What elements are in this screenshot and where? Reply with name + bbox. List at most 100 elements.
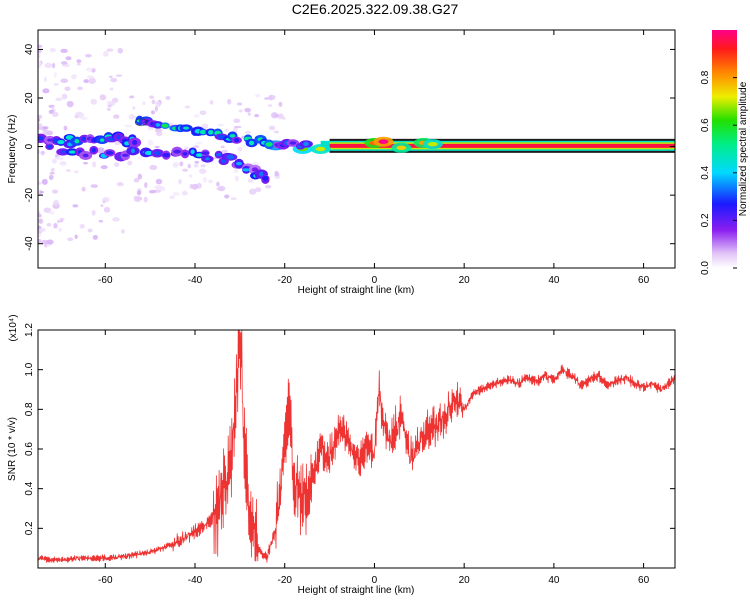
left-cluster-blob-core xyxy=(38,136,44,141)
spectrogram-noise-point xyxy=(74,234,78,239)
spectrogram-noise-point xyxy=(193,163,199,168)
upper-branch-blob-core xyxy=(234,137,240,143)
snr-y-ticks: 0.2 0.4 0.6 0.8 1.0 1.2 xyxy=(24,323,675,535)
spectrogram-noise-point xyxy=(274,170,279,177)
spectrogram-noise-point xyxy=(103,50,109,57)
spectrogram-noise-point xyxy=(138,155,142,159)
upper-branch-blob-core xyxy=(183,126,190,130)
carrier-band-core xyxy=(329,143,675,148)
lower-branch-blob-core xyxy=(47,144,52,149)
spectrogram-noise-point xyxy=(39,190,44,194)
spectrogram-noise-point xyxy=(50,167,55,173)
spectrogram-noise-point xyxy=(155,131,163,137)
snr-x-tick-label: 0 xyxy=(372,575,378,586)
snr-y-tick-label: 0.6 xyxy=(24,442,35,456)
spectrogram-noise-point xyxy=(80,116,88,120)
spectrogram-noise-point xyxy=(273,130,280,134)
spectrogram-noise-point xyxy=(268,125,276,131)
spectrogram-noise-point xyxy=(149,95,155,99)
spectrogram-noise-point xyxy=(87,228,93,233)
spectrogram-noise-point xyxy=(98,219,104,223)
carrier-blob-core xyxy=(396,145,407,150)
snr-y-tick-label: 0.2 xyxy=(24,521,35,535)
snr-panel: -60 -40 -20 0 20 40 60 0.2 0.4 0.6 0.8 1.0 1.2 Heig… xyxy=(7,314,676,596)
spectrogram-noise-point xyxy=(112,217,120,222)
lower-branch-blob-core xyxy=(242,168,251,172)
spectrogram-noise-point xyxy=(233,169,239,174)
left-cluster-blob-core xyxy=(74,139,80,144)
spectrogram-noise-point xyxy=(264,184,272,189)
lower-branch-blob-core xyxy=(262,175,269,181)
lower-branch-blob-core xyxy=(201,151,210,155)
spectrogram-noise-point xyxy=(233,118,241,124)
lower-branch-blob-core xyxy=(221,159,226,164)
spectrogram-noise-point xyxy=(124,124,133,128)
spectrogram-noise-point xyxy=(108,101,116,106)
colorbar-tick-label: 0.4 xyxy=(700,165,711,179)
snr-y-tick-label: 1.0 xyxy=(24,362,35,376)
left-cluster-blob-core xyxy=(99,138,105,142)
spectrogram-noise-point xyxy=(72,204,79,208)
spectrogram-noise-point xyxy=(46,222,52,227)
spectrogram-noise-point xyxy=(237,146,243,152)
spectrogram-noise-point xyxy=(52,62,56,69)
lower-branch-blob-core xyxy=(226,154,235,160)
snr-x-tick-label: -40 xyxy=(188,575,203,586)
spectrogram-noise-point xyxy=(202,176,207,183)
colorbar-tick-label: 0.0 xyxy=(700,261,711,275)
spectrogram-noise-point xyxy=(48,109,54,115)
spectrogram-y-tick-label: -40 xyxy=(24,236,35,251)
spectrogram-noise-point xyxy=(195,141,203,145)
spectrogram-noise-point xyxy=(77,112,85,119)
spectrogram-noise-point xyxy=(244,131,252,134)
snr-series-line xyxy=(38,330,675,563)
spectrogram-y-axis-label: Frequency (Hz) xyxy=(7,115,18,184)
spectrogram-noise-point xyxy=(77,86,84,91)
spectrogram-noise-point xyxy=(88,77,96,85)
spectrogram-noise-point xyxy=(51,189,58,194)
spectrogram-noise-point xyxy=(217,185,226,192)
spectrogram-noise-point xyxy=(90,184,99,188)
spectrogram-noise-point xyxy=(38,54,41,59)
upper-branch-blob-core xyxy=(155,122,161,127)
spectrogram-noise-point xyxy=(184,105,191,109)
spectrogram-noise-point xyxy=(244,107,251,113)
snr-x-axis-label: Height of straight line (km) xyxy=(298,585,415,596)
spectrogram-noise-point xyxy=(188,174,193,178)
spectrogram-noise-point xyxy=(199,110,207,116)
spectrogram-noise-point xyxy=(109,75,113,79)
lower-branch-blob-core xyxy=(235,161,243,166)
spectrogram-noise-point xyxy=(100,204,104,207)
colorbar: 0.0 0.2 0.4 0.6 0.8 Normalized spectral ampl… xyxy=(700,30,749,275)
spectrogram-noise-point xyxy=(233,126,238,134)
spectrogram-noise-point xyxy=(187,163,192,169)
spectrogram-noise-point xyxy=(193,145,200,149)
spectrogram-y-tick-label: 20 xyxy=(24,92,35,104)
lower-branch-blob-core xyxy=(82,153,89,158)
snr-x-tick-label: 40 xyxy=(548,575,560,586)
spectrogram-noise-point xyxy=(234,175,239,182)
spectrogram-noise-point xyxy=(66,100,74,108)
spectrogram-noise-point xyxy=(216,181,220,187)
spectrogram-noise-point xyxy=(43,76,47,83)
spectrogram-noise-point xyxy=(182,168,189,172)
spectrogram-noise-point xyxy=(96,147,105,154)
spectrogram-noise-point xyxy=(106,48,114,52)
spectrogram-noise-point xyxy=(53,222,58,229)
colorbar-tick-label: 0.2 xyxy=(700,213,711,227)
spectrogram-noise-point xyxy=(92,234,98,240)
spectrogram-noise-point xyxy=(263,97,270,100)
spectrogram-x-ticks: -60 -40 -20 0 20 40 60 xyxy=(98,30,650,286)
spectrogram-noise-point xyxy=(38,211,41,215)
spectrogram-noise-point xyxy=(172,191,180,196)
spectrogram-noise-point xyxy=(255,187,262,192)
spectrogram-noise-point xyxy=(38,227,47,232)
spectrogram-y-tick-label: -20 xyxy=(24,187,35,202)
upper-branch-blob-core xyxy=(265,142,273,147)
lower-branch-blob-core xyxy=(154,151,161,156)
spectrogram-x-tick-label: 60 xyxy=(638,275,650,286)
spectrogram-noise-point xyxy=(247,112,251,116)
colorbar-tick-label: 0.6 xyxy=(700,118,711,132)
spectrogram-noise-point xyxy=(142,101,146,105)
spectrogram-noise-point xyxy=(38,213,42,218)
